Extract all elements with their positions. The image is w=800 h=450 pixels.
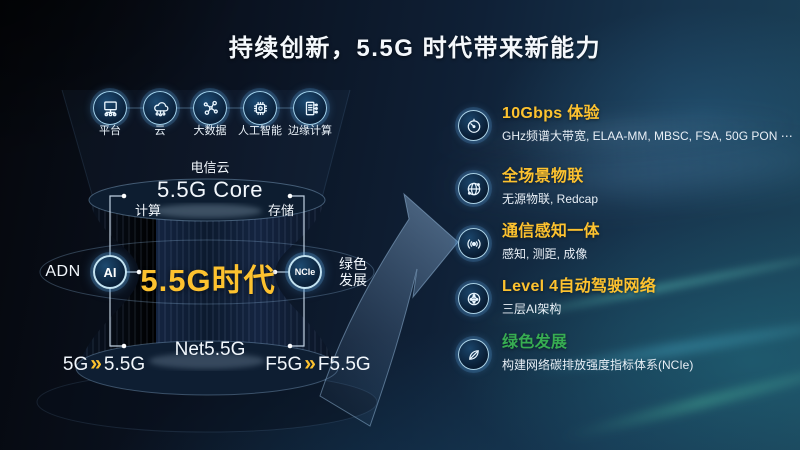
sensing-icon	[458, 228, 489, 259]
ai-badge: AI	[93, 255, 127, 289]
capability-desc: 三层AI架构	[502, 302, 562, 316]
capability-title: 通信感知一体	[502, 223, 600, 240]
capability-desc: GHz频谱大带宽, ELAA-MM, MBSC, FSA, 50G PON ⋯	[502, 129, 793, 143]
evolution-5g: 5G» 5.5G	[62, 352, 146, 375]
platform-icon-label: 平台	[99, 125, 121, 137]
capability-row-autonomous: Level 4自动驾驶网络 三层AI架构	[458, 277, 798, 317]
gauge-icon	[458, 110, 489, 141]
evolution-f5g: F5G» F5.5G	[265, 352, 371, 375]
double-chevron-icon: »	[90, 352, 102, 375]
capability-desc: 构建网络碳排放强度指标体系(NCIe)	[502, 358, 694, 372]
cloud-icon	[143, 91, 177, 125]
bigdata-icon-label: 大数据	[193, 125, 227, 137]
capability-title: 10Gbps 体验	[502, 105, 600, 122]
cone-shade	[62, 90, 350, 198]
capability-desc: 无源物联, Redcap	[502, 192, 599, 206]
capability-title: Level 4自动驾驶网络	[502, 278, 657, 295]
era-title: 5.5G时代	[140, 263, 276, 298]
orbit-ring	[39, 239, 375, 305]
ncie-badge: NCIe	[288, 255, 322, 289]
edge-computing-icon	[293, 91, 327, 125]
compute-label: 计算	[134, 203, 162, 218]
telecom-cloud-label: 电信云	[190, 160, 230, 175]
green-leaf-icon	[458, 339, 489, 370]
green-development-label: 绿色 发展	[339, 256, 367, 288]
page-title: 持续创新，5.5G 时代带来新能力	[228, 35, 602, 62]
bracket-dots	[121, 193, 293, 349]
capability-title: 绿色发展	[502, 334, 568, 351]
cloud-icon-label: 云	[154, 125, 166, 137]
ai-icon-label: 人工智能	[238, 125, 282, 137]
core-ellipse	[88, 178, 326, 222]
ai-chip-icon	[243, 91, 277, 125]
autonomous-network-icon	[458, 283, 489, 314]
platform-icon	[93, 91, 127, 125]
capability-row-sensing: 通信感知一体 感知, 测距, 成像	[458, 222, 798, 262]
capability-title: 全场景物联	[502, 168, 584, 185]
capability-row-green: 绿色发展 构建网络碳排放强度指标体系(NCIe)	[458, 333, 798, 373]
capability-desc: 感知, 测距, 成像	[502, 247, 588, 261]
edge-icon-label: 边缘计算	[288, 125, 332, 137]
adn-label: ADN	[45, 263, 81, 280]
storage-label: 存储	[267, 203, 295, 218]
capability-row-iot: 全场景物联 无源物联, Redcap	[458, 167, 798, 207]
double-chevron-icon: »	[304, 352, 316, 375]
core-label: 5.5G Core	[157, 177, 263, 202]
capability-row-10gbps: 10Gbps 体验 GHz频谱大带宽, ELAA-MM, MBSC, FSA, …	[458, 104, 798, 144]
iot-globe-icon	[458, 173, 489, 204]
net-label: Net5.5G	[174, 339, 246, 360]
bigdata-icon	[193, 91, 227, 125]
transform-arrow	[319, 192, 459, 427]
